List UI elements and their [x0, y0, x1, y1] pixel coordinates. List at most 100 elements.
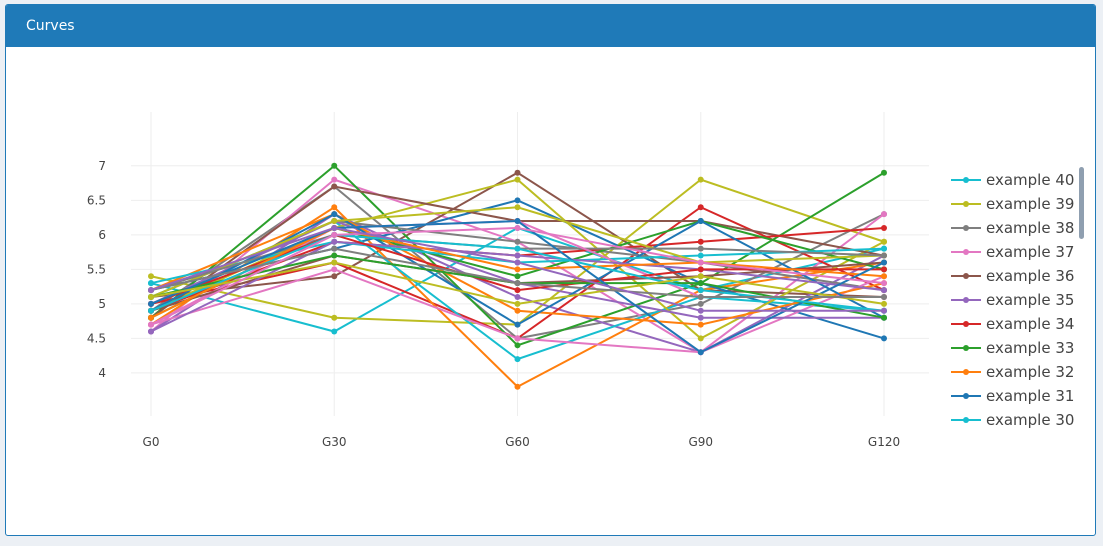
data-point — [514, 169, 521, 176]
data-point — [514, 252, 521, 259]
data-point — [514, 335, 521, 342]
legend-item[interactable]: example 31 — [951, 387, 1074, 405]
y-tick-label: 4.5 — [87, 331, 106, 345]
data-point — [331, 266, 338, 273]
legend-swatch-marker — [963, 369, 969, 375]
legend-item[interactable]: example 32 — [951, 363, 1074, 381]
data-point — [331, 162, 338, 169]
data-point — [514, 321, 521, 328]
data-point — [331, 273, 338, 280]
data-point — [697, 293, 704, 300]
legend-swatch-marker — [963, 321, 969, 327]
y-tick-label: 6.5 — [87, 193, 106, 207]
data-point — [697, 335, 704, 342]
legend-swatch-marker — [963, 345, 969, 351]
data-point — [881, 211, 887, 218]
data-point — [697, 204, 704, 211]
data-point — [148, 293, 154, 300]
data-point — [881, 273, 887, 280]
y-tick-label: 5 — [98, 297, 106, 311]
data-point — [697, 176, 704, 183]
legend-swatch-marker — [963, 417, 969, 423]
data-point — [697, 300, 704, 307]
legend-item[interactable]: example 39 — [951, 195, 1074, 213]
data-point — [331, 204, 338, 211]
data-point — [148, 307, 154, 314]
data-point — [881, 259, 887, 266]
legend-label: example 40 — [986, 171, 1074, 189]
data-point — [697, 245, 704, 252]
data-point — [331, 183, 338, 190]
legend-item[interactable]: example 35 — [951, 291, 1074, 309]
y-tick-label: 6 — [98, 228, 106, 242]
data-point — [331, 314, 338, 321]
data-point — [697, 280, 704, 287]
data-point — [697, 314, 704, 321]
legend-item[interactable]: example 34 — [951, 315, 1074, 333]
series-layer — [148, 162, 887, 390]
data-point — [331, 252, 338, 259]
legend-label: example 37 — [986, 243, 1074, 261]
data-point — [331, 328, 338, 335]
legend[interactable]: example 40 example 39 example 38 example 37… — [951, 171, 1074, 429]
data-point — [881, 238, 887, 245]
data-point — [514, 273, 521, 280]
data-point — [697, 321, 704, 328]
data-point — [331, 231, 338, 238]
data-point — [697, 238, 704, 245]
data-point — [331, 238, 338, 245]
data-point — [881, 245, 887, 252]
y-tick-label: 4 — [98, 366, 106, 380]
data-point — [331, 224, 338, 231]
data-point — [881, 307, 887, 314]
data-point — [148, 280, 154, 287]
x-tick-label: G120 — [868, 435, 900, 449]
data-point — [514, 307, 521, 314]
legend-item[interactable]: example 37 — [951, 243, 1074, 261]
legend-swatch-marker — [963, 249, 969, 255]
x-tick-label: G30 — [322, 435, 347, 449]
data-point — [697, 259, 704, 266]
data-point — [514, 342, 521, 349]
data-point — [514, 197, 521, 204]
legend-scrollbar[interactable] — [1079, 167, 1084, 239]
legend-label: example 34 — [986, 315, 1074, 333]
legend-item[interactable]: example 33 — [951, 339, 1074, 357]
data-point — [881, 287, 887, 294]
data-point — [514, 245, 521, 252]
data-point — [514, 218, 521, 225]
data-point — [697, 349, 704, 356]
legend-item[interactable]: example 30 — [951, 411, 1074, 429]
data-point — [148, 314, 154, 321]
data-point — [881, 169, 887, 176]
data-point — [514, 176, 521, 183]
data-point — [148, 287, 154, 294]
x-tick-label: G90 — [688, 435, 713, 449]
data-point — [697, 307, 704, 314]
data-point — [514, 356, 521, 363]
y-tick-label: 7 — [98, 159, 106, 173]
data-point — [697, 287, 704, 294]
legend-label: example 39 — [986, 195, 1074, 213]
data-point — [697, 266, 704, 273]
x-tick-label: G60 — [505, 435, 530, 449]
data-point — [514, 204, 521, 211]
data-point — [148, 273, 154, 280]
legend-label: example 38 — [986, 219, 1074, 237]
y-axis: 4 4.5 5 5.5 6 6.5 7 — [87, 159, 106, 380]
data-point — [514, 287, 521, 294]
data-point — [514, 293, 521, 300]
data-point — [697, 252, 704, 259]
legend-swatch-marker — [963, 297, 969, 303]
legend-label: example 36 — [986, 267, 1074, 285]
legend-item[interactable]: example 38 — [951, 219, 1074, 237]
legend-item[interactable]: example 40 — [951, 171, 1074, 189]
legend-swatch-marker — [963, 177, 969, 183]
legend-swatch-marker — [963, 393, 969, 399]
data-point — [881, 280, 887, 287]
data-point — [514, 224, 521, 231]
data-point — [881, 224, 887, 231]
data-point — [881, 300, 887, 307]
legend-item[interactable]: example 36 — [951, 267, 1074, 285]
legend-swatch-marker — [963, 201, 969, 207]
